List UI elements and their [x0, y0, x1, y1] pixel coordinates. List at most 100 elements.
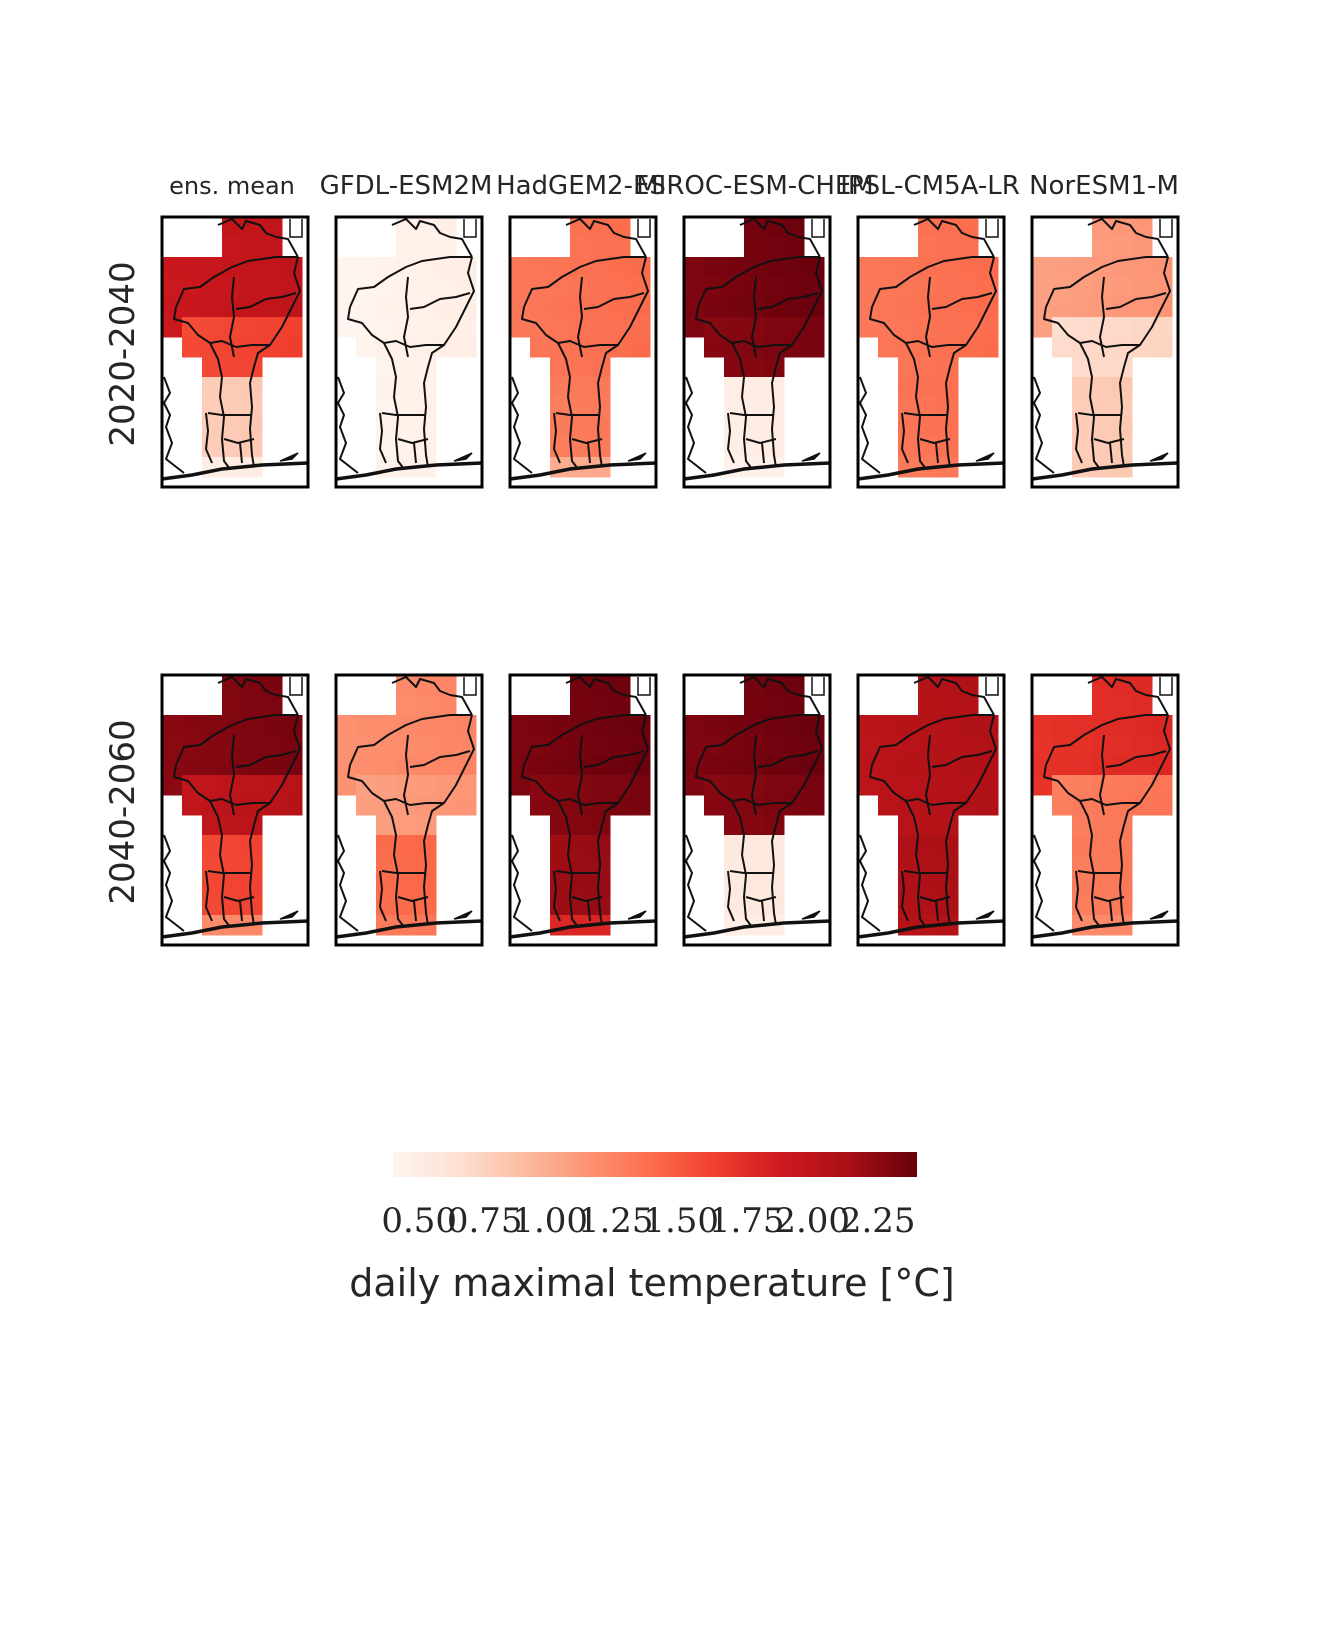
heatmap-cell — [416, 795, 437, 816]
column-title: ens. mean — [169, 172, 295, 200]
heatmap-cell — [202, 437, 223, 458]
heatmap-cell — [436, 695, 457, 716]
colorbar-label: daily maximal temperature [°C] — [349, 1261, 955, 1305]
heatmap-cell — [958, 755, 979, 776]
column-title: MIROC-ESM-CHEM — [636, 171, 873, 201]
heatmap-cell — [1112, 277, 1133, 298]
heatmap-cell — [724, 895, 745, 916]
heatmap-cell — [1092, 855, 1113, 876]
heatmap-cell — [1072, 417, 1093, 438]
heatmap-cell — [202, 357, 223, 378]
heatmap-cell — [938, 297, 959, 318]
heatmap-cell — [1112, 377, 1133, 398]
heatmap-cell — [436, 795, 457, 816]
colorbar-ticks: 0.500.751.001.251.501.752.002.25 — [381, 1201, 915, 1241]
map-panel — [160, 215, 310, 489]
border-fragment — [463, 677, 477, 696]
heatmap-cell — [530, 297, 551, 318]
heatmap-cell — [1052, 755, 1073, 776]
heatmap-cell — [570, 815, 591, 836]
heatmap-cell — [1112, 875, 1133, 896]
border-fragment — [985, 677, 999, 696]
heatmap-cell — [898, 835, 919, 856]
heatmap-cell — [550, 277, 571, 298]
heatmap-cell — [336, 715, 357, 736]
heatmap-cell — [242, 317, 263, 338]
heatmap-cell — [202, 775, 223, 796]
heatmap-cell — [898, 457, 919, 478]
heatmap-cell — [376, 397, 397, 418]
heatmap-cell — [202, 915, 223, 936]
coastline — [1031, 919, 1179, 939]
heatmap-cell — [416, 815, 437, 836]
heatmap-cell — [550, 835, 571, 856]
heatmap-cell — [784, 277, 805, 298]
map-panel — [682, 673, 832, 947]
heatmap-cell — [898, 815, 919, 836]
heatmap-cell — [804, 795, 825, 816]
heatmap-cell — [1032, 775, 1053, 796]
heatmap-cell — [1112, 297, 1133, 318]
heatmap-cell — [878, 795, 899, 816]
heatmap-cell — [436, 775, 457, 796]
heatmap-cell — [1092, 875, 1113, 896]
border-fragment — [637, 219, 651, 238]
heatmap-cell — [724, 377, 745, 398]
heatmap-cell — [1112, 675, 1133, 696]
heatmap-cell — [376, 835, 397, 856]
heatmap-cell — [610, 297, 631, 318]
heatmap-cell — [918, 417, 939, 438]
map-panel — [1030, 673, 1180, 947]
heatmap-cell — [724, 397, 745, 418]
heatmap-cell — [550, 855, 571, 876]
heatmap-cell — [550, 815, 571, 836]
heatmap-cell — [938, 775, 959, 796]
heatmap-cell — [336, 775, 357, 796]
heatmap-cell — [764, 317, 785, 338]
heatmap-cell — [1132, 795, 1153, 816]
heatmap-cell — [898, 855, 919, 876]
heatmap-cell — [590, 317, 611, 338]
heatmap-cell — [938, 377, 959, 398]
heatmap-cell — [262, 277, 283, 298]
heatmap-cell — [630, 715, 651, 736]
heatmap-cell — [456, 257, 477, 278]
heatmap-cell — [356, 795, 377, 816]
heatmap-cell — [436, 297, 457, 318]
heatmap-cell — [242, 695, 263, 716]
heatmap-cell — [222, 237, 243, 258]
heatmap-cell — [262, 695, 283, 716]
heatmap-cell — [1092, 357, 1113, 378]
heatmap-cell — [858, 735, 879, 756]
coastline — [509, 919, 657, 939]
heatmap-cell — [376, 417, 397, 438]
heatmap-cell — [744, 835, 765, 856]
heatmap-cell — [784, 735, 805, 756]
heatmap-cell — [1132, 715, 1153, 736]
heatmap-cell — [550, 755, 571, 776]
heatmap-cell — [858, 775, 879, 796]
heatmap-cell — [724, 755, 745, 776]
heatmap-cell — [898, 297, 919, 318]
heatmap-cell — [1072, 437, 1093, 458]
heatmap-cell — [704, 715, 725, 736]
heatmap-cell — [550, 895, 571, 916]
heatmap-cell — [456, 337, 477, 358]
heatmap-cell — [784, 337, 805, 358]
heatmap-cell — [938, 695, 959, 716]
heatmap-cell — [1072, 835, 1093, 856]
heatmap-cell — [436, 735, 457, 756]
heatmap-cell — [898, 397, 919, 418]
heatmap-cell — [704, 337, 725, 358]
heatmap-cell — [182, 795, 203, 816]
colorbar: 0.500.751.001.251.501.752.002.25 daily m… — [349, 1152, 955, 1305]
heatmap-cell — [376, 277, 397, 298]
heatmap-cell — [356, 337, 377, 358]
heatmap-cell — [764, 735, 785, 756]
map-panel — [856, 673, 1006, 947]
heatmap-cell — [242, 377, 263, 398]
heatmap-cell — [590, 237, 611, 258]
heatmap-cell — [550, 297, 571, 318]
heatmap-cell — [162, 775, 183, 796]
lagoon — [453, 452, 473, 462]
